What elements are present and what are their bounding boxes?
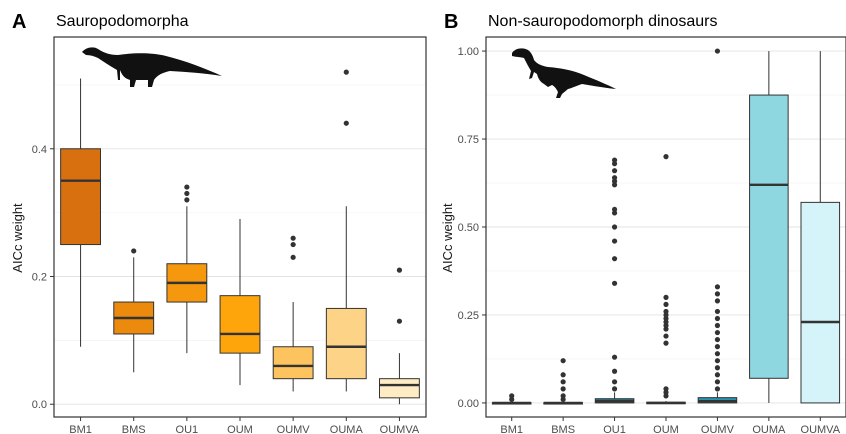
panel-b-outlier-point [611, 175, 618, 181]
panel-b-outlier-point [663, 308, 669, 315]
panel-b-outlier-point [714, 351, 721, 357]
sauropodomorph-silhouette [82, 47, 222, 87]
theropod-silhouette [512, 48, 616, 98]
panel-b-outlier-point [611, 168, 618, 174]
panel-b-outlier-point [560, 386, 566, 392]
panel-b-outlier-point [560, 372, 566, 378]
panel-b-box [800, 201, 841, 404]
panel-b-outlier-point [611, 224, 618, 230]
panel-b-x-tick-label: OUM [653, 424, 679, 434]
panel-b-outlier-point [714, 379, 721, 385]
panel-a-outlier-point [290, 254, 296, 260]
panel-a-outlier-point [184, 190, 190, 197]
panel-a-y-axis-label: AICc weight [10, 203, 25, 273]
panel-a-box [219, 295, 261, 354]
panel-b-y-axis-label: AICc weight [440, 203, 455, 273]
panel-b-outlier-point [714, 291, 721, 297]
panel-b-outlier-point [714, 372, 721, 378]
panel-a-x-tick-label: OUMVA [380, 424, 420, 434]
panel-a-y-tick-label: 0.2 [32, 271, 47, 283]
panel-b-x-tick-label: OUMV [701, 424, 735, 434]
panel-b-title: Non-sauropodomorph dinosaurs [488, 13, 717, 30]
panel-b-outlier-point [714, 358, 721, 364]
panel-b-outlier-point [560, 379, 566, 385]
panel-b-outlier-point [663, 294, 669, 300]
panel-a-outlier-point [184, 197, 190, 203]
panel-a-box [379, 378, 420, 399]
panel-b-outlier-point [663, 154, 669, 160]
panel-b-outlier-point [560, 393, 566, 399]
panel-b-outlier-point [714, 329, 721, 336]
panel-b-outlier-point [611, 157, 618, 163]
panel-b-outlier-point [611, 368, 618, 374]
panel-b-outlier-point [611, 379, 618, 385]
panel-a-box [325, 307, 367, 380]
panel-b-y-tick-label: 0.25 [458, 310, 479, 322]
panel-b-outlier-point [663, 340, 669, 346]
panel-b-x-tick-label: BMS [551, 424, 575, 434]
panel-a-x-tick-label: BM1 [69, 424, 92, 434]
panel-a-box [272, 346, 314, 380]
panel-b-outlier-point [714, 386, 721, 392]
panel-b-outlier-point [714, 344, 721, 350]
panel-a-title: Sauropodomorpha [56, 13, 189, 30]
panel-b-outlier-point [611, 386, 618, 392]
panel-b-box [749, 94, 789, 379]
panel-b-outlier-point [714, 322, 721, 329]
panel-b-x-tick-label: OU1 [603, 424, 626, 434]
panel-b-outlier-point [714, 336, 721, 343]
panel-b-x-tick-label: OUMVA [801, 424, 841, 434]
panel-a-letter: A [12, 11, 26, 33]
panel-a-x-tick-label: OUMA [330, 424, 364, 434]
panel-b-outlier-point [714, 48, 721, 54]
panel-a-outlier-point [396, 318, 403, 324]
panel-a-outlier-point [131, 248, 137, 254]
panel-a-y-tick-label: 0.4 [32, 144, 47, 156]
panel-a-outlier-point [343, 69, 349, 75]
panel-b-outlier-point [714, 308, 721, 315]
panel-a-x-tick-label: OU1 [176, 424, 199, 434]
panel-b-outlier-point [560, 358, 566, 364]
panel-a-y-tick-label: 0.0 [32, 399, 47, 411]
panel-a-box [60, 148, 101, 246]
panel-a-x-tick-label: OUMV [277, 424, 311, 434]
panel-b-outlier-point [611, 238, 618, 244]
panel-b-outlier-point [611, 256, 618, 262]
panel-b-letter: B [444, 11, 458, 33]
panel-b-outlier-point [509, 393, 515, 399]
panel-b-outlier-point [714, 315, 721, 322]
panel-a-outlier-point [290, 241, 296, 248]
panel-b-y-tick-label: 0.00 [458, 398, 479, 410]
panel-b-outlier-point [611, 280, 618, 286]
panel-b-x-tick-label: BM1 [500, 424, 523, 434]
panel-a-plot: 0.0 0.2 0.4 BM1 BMS OU1 OUM OUMV OUMA OUMVA [32, 36, 427, 434]
panel-b-plot: 0.00 0.25 0.50 0.75 1.00 BM1 BMS OU1 OUM OUMV OUMA… [458, 36, 846, 434]
panel-a-x-tick-label: BMS [122, 424, 146, 434]
panel-b-outlier-point [611, 206, 618, 213]
panel-a-outlier-point [290, 235, 296, 241]
panel-a-x-tick-label: OUM [227, 424, 253, 434]
panel-a-outlier-point [184, 184, 190, 190]
panel-b-outlier-point [663, 301, 669, 308]
panel-b-outlier-point [714, 284, 721, 290]
panel-b-y-tick-label: 1.00 [458, 46, 479, 58]
panel-b-outlier-point [611, 354, 618, 360]
panel-b-outlier-point [663, 386, 669, 392]
panel-a-outlier-point [343, 120, 349, 126]
panel-b-y-tick-label: 0.75 [458, 134, 479, 146]
panel-b-outlier-point [663, 333, 669, 339]
panel-b-outlier-point [714, 365, 721, 371]
panel-b-y-tick-label: 0.50 [458, 222, 479, 234]
panel-b-x-tick-label: OUMA [752, 424, 786, 434]
panel-b-outlier-point [714, 298, 721, 304]
panel-a-outlier-point [396, 267, 403, 273]
